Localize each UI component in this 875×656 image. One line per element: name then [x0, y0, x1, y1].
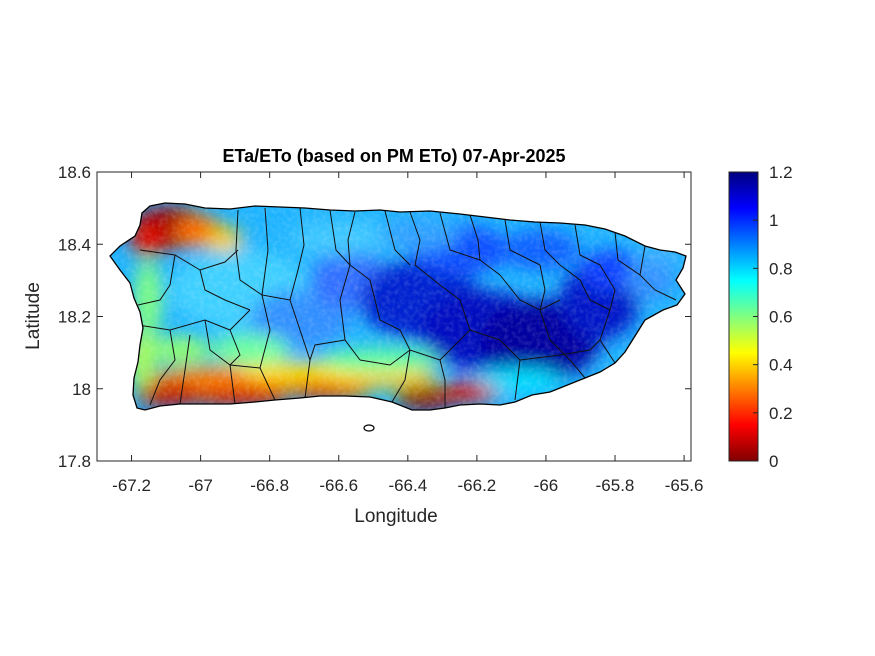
x-tick-label: -66.4	[388, 476, 427, 495]
colorbar-tick-label: 1	[769, 211, 778, 230]
small-islet	[363, 424, 375, 432]
x-tick-label: -65.6	[665, 476, 704, 495]
y-axis-label: Latitude	[23, 282, 44, 350]
island-outline	[109, 202, 687, 411]
colorbar-tick-label: 0.6	[769, 308, 793, 327]
x-tick-label: -66	[534, 476, 559, 495]
x-axis-label: Longitude	[354, 506, 437, 527]
data-field	[110, 203, 686, 410]
y-tick-label: 18.4	[58, 235, 91, 254]
y-ticks: 17.8 18 18.2 18.4 18.6	[58, 163, 691, 471]
colorbar-tick-label: 0.4	[769, 356, 793, 375]
map-axes: -67.2 -67 -66.8 -66.6 -66.4 -66.2 -66 -65.8 -65.…	[23, 146, 703, 527]
colorbar-ticks: 0 0.2 0.4 0.6 0.8 1 1.2	[753, 163, 793, 471]
colorbar-tick-label: 0.8	[769, 259, 793, 278]
colorbar-tick-label: 0.2	[769, 404, 793, 423]
x-tick-label: -66.2	[458, 476, 497, 495]
colorbar-tick-label: 1.2	[769, 163, 793, 182]
chart-title: ETa/ETo (based on PM ETo) 07-Apr-2025	[222, 146, 565, 166]
y-tick-label: 18.6	[58, 163, 91, 182]
x-tick-label: -66.8	[250, 476, 289, 495]
y-tick-label: 18	[72, 380, 91, 399]
x-ticks: -67.2 -67 -66.8 -66.6 -66.4 -66.2 -66 -65.8 -65.…	[112, 172, 703, 495]
y-tick-label: 17.8	[58, 452, 91, 471]
colorbar-tick-label: 0	[769, 452, 778, 471]
x-tick-label: -67	[188, 476, 213, 495]
colorbar: 0 0.2 0.4 0.6 0.8 1 1.2	[728, 163, 793, 471]
x-tick-label: -66.6	[319, 476, 358, 495]
municipality-boundaries	[137, 207, 677, 408]
x-tick-label: -67.2	[112, 476, 151, 495]
x-tick-label: -65.8	[596, 476, 635, 495]
y-tick-label: 18.2	[58, 308, 91, 327]
